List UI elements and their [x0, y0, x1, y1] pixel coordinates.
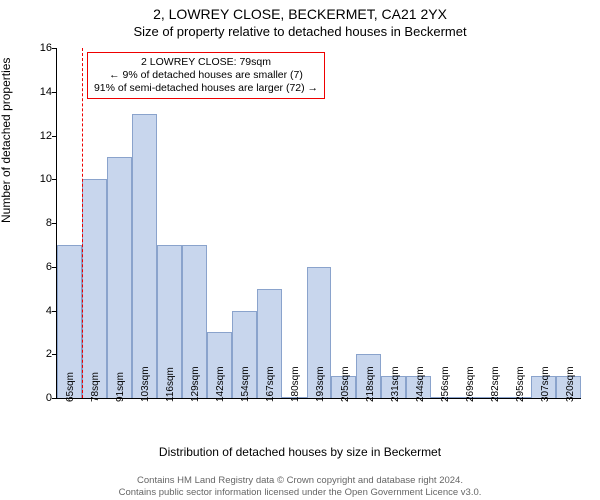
- y-tick-mark: [52, 398, 56, 399]
- marker-line: [82, 48, 83, 398]
- chart-title: 2, LOWREY CLOSE, BECKERMET, CA21 2YX: [0, 0, 600, 22]
- chart-plot-area: 2 LOWREY CLOSE: 79sqm ← 9% of detached h…: [56, 48, 581, 399]
- y-tick-mark: [52, 179, 56, 180]
- chart-subtitle: Size of property relative to detached ho…: [0, 22, 600, 43]
- footer-line: Contains HM Land Registry data © Crown c…: [0, 475, 600, 486]
- y-tick-mark: [52, 48, 56, 49]
- footer-line: Contains public sector information licen…: [0, 487, 600, 498]
- y-tick-mark: [52, 311, 56, 312]
- y-tick-mark: [52, 92, 56, 93]
- annotation-line: 2 LOWREY CLOSE: 79sqm: [94, 56, 318, 69]
- histogram-bar: [107, 157, 132, 398]
- y-tick-label: 14: [40, 86, 52, 98]
- annotation-box: 2 LOWREY CLOSE: 79sqm ← 9% of detached h…: [87, 52, 325, 99]
- y-tick-mark: [52, 223, 56, 224]
- y-tick-label: 16: [40, 42, 52, 54]
- annotation-line: ← 9% of detached houses are smaller (7): [94, 69, 318, 82]
- histogram-bar: [132, 114, 157, 398]
- y-tick-mark: [52, 136, 56, 137]
- histogram-bar: [82, 179, 107, 398]
- y-axis-label: Number of detached properties: [0, 58, 13, 223]
- y-tick-label: 10: [40, 173, 52, 185]
- y-tick-label: 12: [40, 130, 52, 142]
- x-axis-label: Distribution of detached houses by size …: [0, 445, 600, 459]
- annotation-line: 91% of semi-detached houses are larger (…: [94, 82, 318, 95]
- footer-attribution: Contains HM Land Registry data © Crown c…: [0, 475, 600, 498]
- bars-container: [57, 48, 581, 398]
- y-tick-mark: [52, 354, 56, 355]
- y-tick-mark: [52, 267, 56, 268]
